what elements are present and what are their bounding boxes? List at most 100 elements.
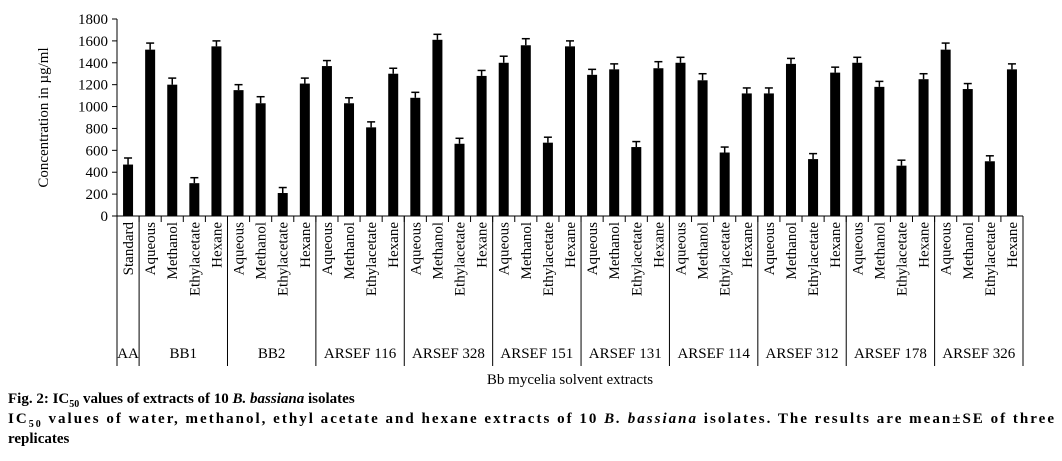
group-label: BB2 — [258, 346, 286, 362]
bar — [145, 49, 156, 217]
x-tick-label: Hexane — [209, 222, 225, 268]
y-tick-label: 600 — [86, 143, 109, 159]
x-tick-label: Methanol — [342, 222, 358, 280]
bar — [984, 161, 995, 216]
bar — [896, 165, 907, 216]
bar — [675, 62, 686, 217]
x-tick-label: Hexane — [563, 222, 579, 268]
group-label: ARSEF 326 — [942, 346, 1015, 362]
x-tick-label: Ethylacetate — [453, 222, 469, 296]
bar — [255, 103, 266, 216]
x-tick-label: Hexane — [1005, 222, 1021, 268]
x-tick-label: Methanol — [254, 222, 270, 280]
y-tick-label: 1200 — [78, 78, 108, 94]
bar — [432, 39, 443, 216]
bar — [697, 80, 708, 217]
group-label: ARSEF 328 — [412, 346, 485, 362]
caption-subscript: 50 — [29, 419, 41, 430]
y-tick-label: 400 — [86, 165, 109, 181]
x-tick-label: Hexane — [475, 222, 491, 268]
bar — [631, 147, 642, 216]
y-tick-label: 1800 — [78, 12, 108, 28]
y-tick-label: 200 — [86, 187, 109, 203]
bar — [830, 72, 841, 216]
x-tick-label: Ethylacetate — [276, 222, 292, 296]
bar — [587, 74, 598, 216]
x-tick-label: Aqueous — [939, 222, 955, 275]
x-axis-label: Bb mycelia solvent extracts — [487, 372, 653, 388]
bar — [299, 83, 310, 216]
caption-text: values of extracts of 10 — [79, 391, 232, 407]
bar — [211, 46, 222, 216]
x-tick-label: Aqueous — [320, 222, 336, 275]
group-label: BB1 — [170, 346, 198, 362]
bar — [565, 46, 575, 216]
caption-italic: B. bassiana — [232, 391, 305, 407]
caption-text: isolates. The results are mean±SE of thr… — [698, 411, 1054, 427]
bar — [962, 89, 973, 216]
x-tick-label: Ethylacetate — [718, 222, 734, 296]
bar — [874, 86, 885, 216]
bar — [476, 75, 487, 217]
x-tick-label: Ethylacetate — [541, 222, 557, 296]
x-tick-label: Hexane — [298, 222, 314, 268]
group-label: ARSEF 131 — [589, 346, 662, 362]
x-tick-label: Methanol — [165, 222, 181, 280]
group-label: ARSEF 151 — [500, 346, 573, 362]
x-tick-label: Ethylacetate — [187, 222, 203, 296]
x-tick-label: Aqueous — [762, 222, 778, 275]
x-tick-label: Methanol — [961, 222, 977, 280]
bar — [1006, 69, 1017, 216]
bar — [520, 45, 531, 217]
caption-italic: B. bassiana — [603, 411, 696, 427]
x-tick-label: Hexane — [740, 222, 756, 268]
bar — [542, 142, 553, 216]
y-tick-label: 1600 — [78, 34, 108, 50]
x-tick-label: Ethylacetate — [806, 222, 822, 296]
group-label: ARSEF 114 — [677, 346, 750, 362]
caption-text: values of water, methanol, ethyl acetate… — [43, 411, 602, 427]
bar — [233, 90, 244, 216]
x-tick-label: Methanol — [607, 222, 623, 280]
caption-text: Fig. 2: IC — [8, 391, 69, 407]
bar — [321, 66, 332, 216]
bar — [454, 143, 465, 216]
group-label: ARSEF 178 — [854, 346, 927, 362]
y-tick-label: 1400 — [78, 56, 108, 72]
bar — [785, 63, 796, 216]
y-tick-label: 1000 — [78, 100, 108, 116]
bar — [277, 193, 288, 216]
x-tick-label: Ethylacetate — [629, 222, 645, 296]
x-tick-label: Aqueous — [143, 222, 159, 275]
x-tick-label: Ethylacetate — [983, 222, 999, 296]
x-tick-label: Aqueous — [408, 222, 424, 275]
bar — [808, 159, 819, 216]
bar — [719, 152, 730, 216]
bar — [498, 62, 509, 217]
bar — [366, 127, 377, 216]
bar — [940, 49, 951, 217]
x-tick-label: Standard — [121, 222, 137, 276]
x-tick-label: Hexane — [386, 222, 402, 268]
bar — [344, 103, 355, 216]
bar — [123, 164, 134, 216]
x-tick-label: Methanol — [872, 222, 888, 280]
group-label: ARSEF 116 — [324, 346, 397, 362]
group-label: AA — [117, 346, 139, 362]
bar — [918, 79, 929, 216]
group-label: ARSEF 312 — [766, 346, 839, 362]
bar — [852, 62, 863, 217]
caption-line-2: IC 50 values of water, methanol, ethyl ac… — [8, 411, 1054, 430]
x-tick-label: Methanol — [784, 222, 800, 280]
x-tick-label: Hexane — [917, 222, 933, 268]
caption-line-3: replicates — [8, 431, 70, 447]
x-tick-label: Aqueous — [585, 222, 601, 275]
y-axis-label: Concentration in µg/ml — [36, 47, 52, 187]
bar — [741, 93, 752, 216]
caption-text: IC — [8, 411, 27, 427]
x-tick-label: Aqueous — [850, 222, 866, 275]
x-tick-label: Hexane — [651, 222, 667, 268]
caption-subscript: 50 — [69, 399, 79, 410]
y-tick-label: 800 — [86, 121, 109, 137]
